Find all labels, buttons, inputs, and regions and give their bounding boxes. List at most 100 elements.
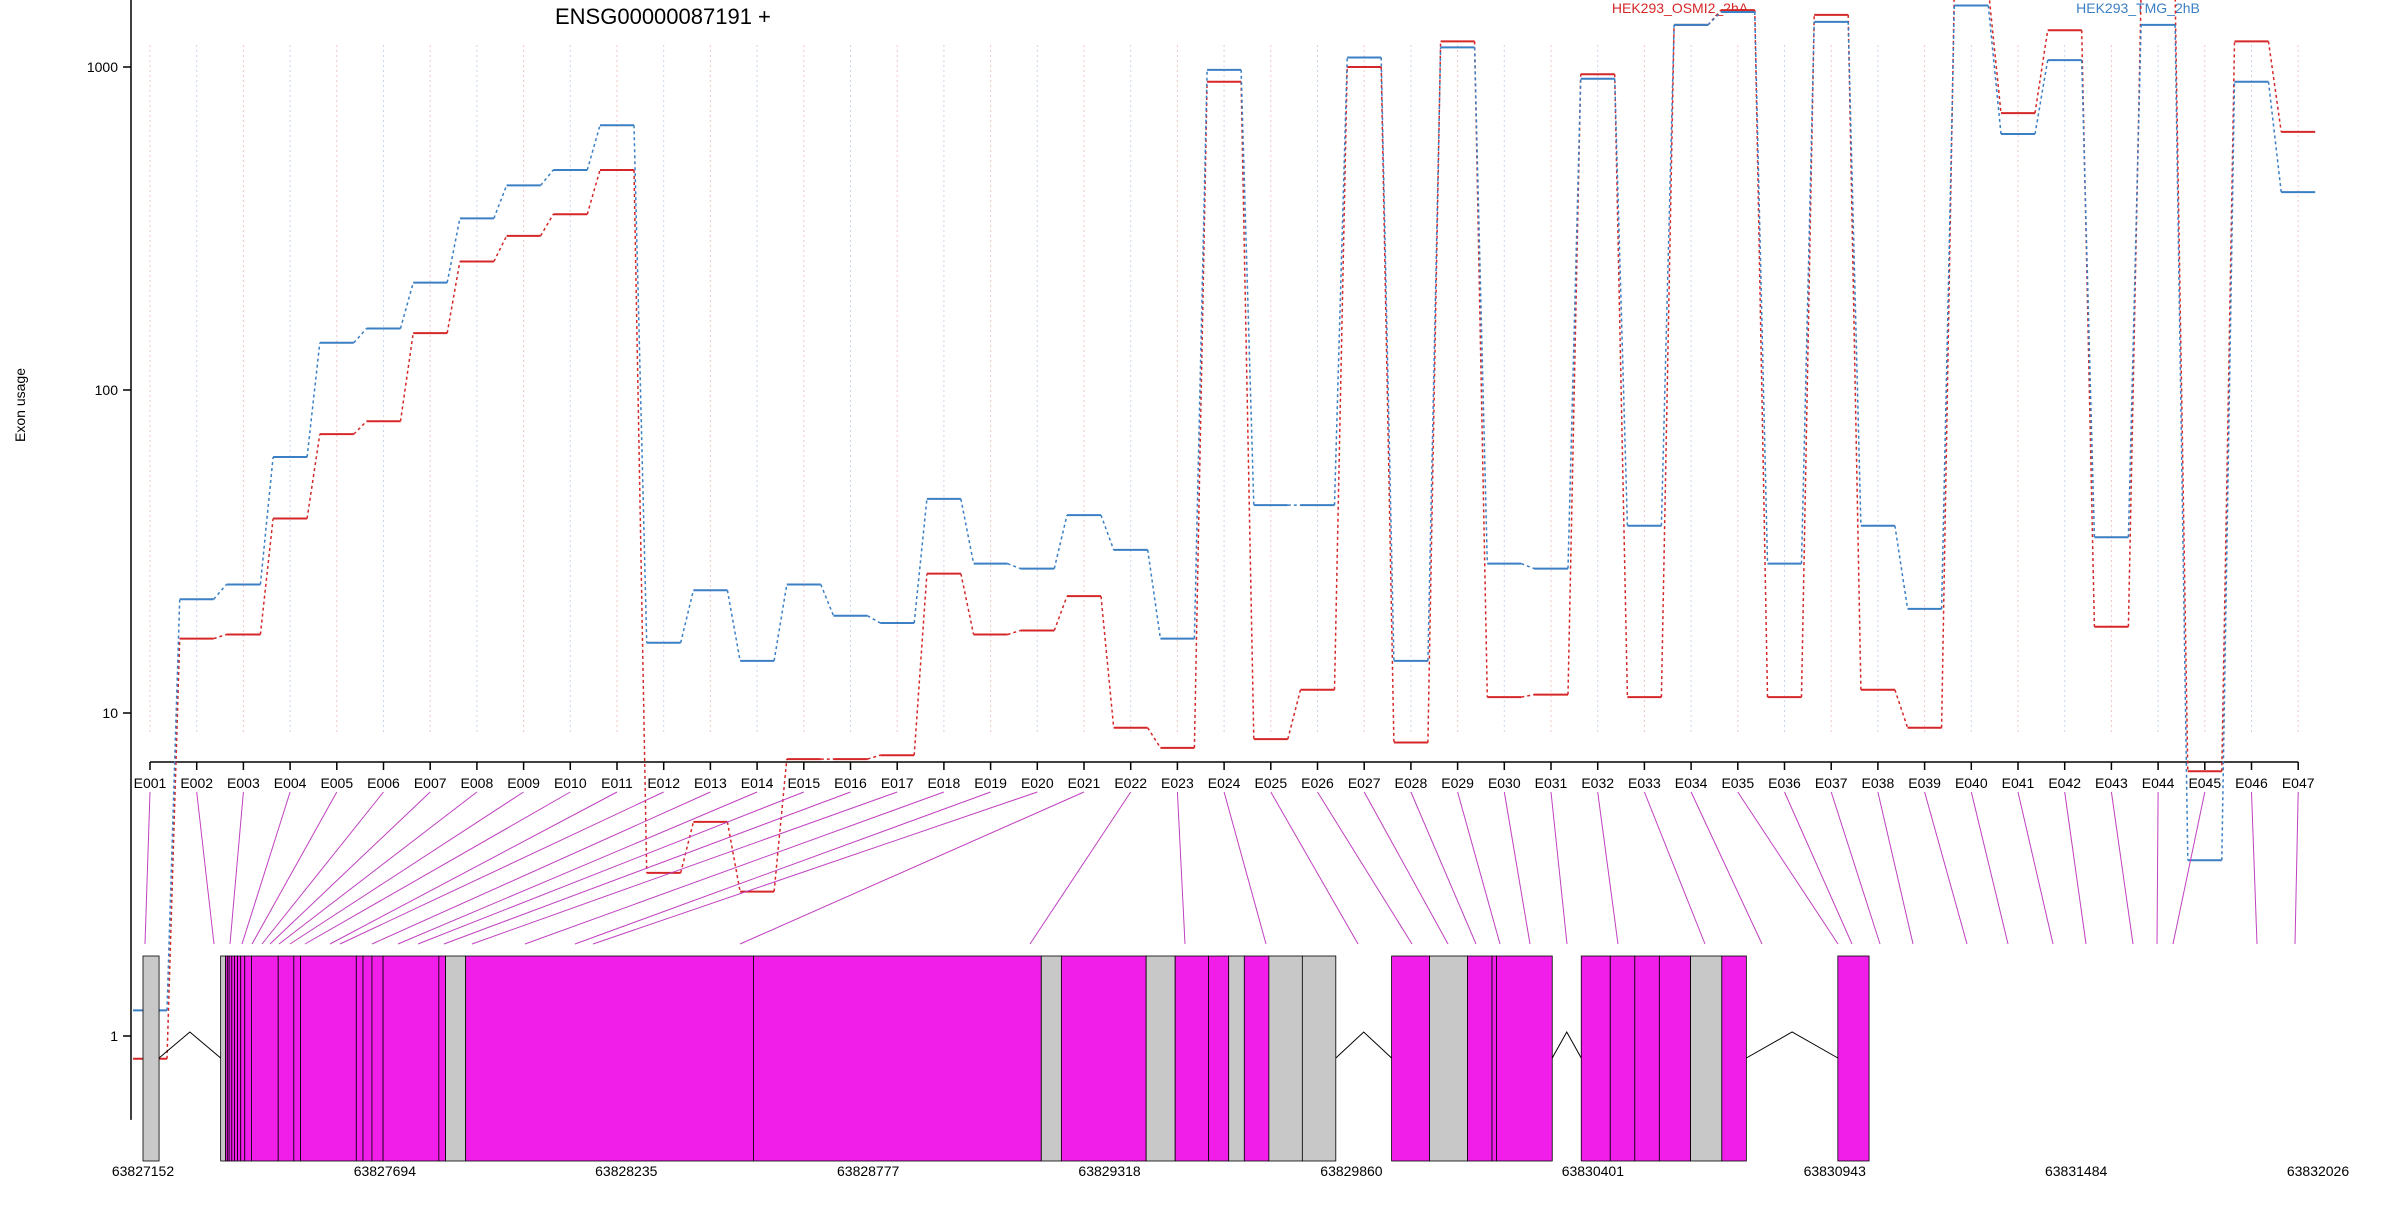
series-2-connector: [820, 584, 835, 617]
other-exon-block: [1228, 955, 1245, 1162]
x-tick-label: E021: [1068, 775, 1101, 791]
exon-link-line: [241, 791, 291, 945]
x-tick-label: E029: [1441, 775, 1474, 791]
exon-link-line: [1176, 791, 1186, 945]
x-tick-label: E009: [507, 775, 540, 791]
exon-link-line: [289, 791, 524, 945]
series-2-connector: [1987, 5, 2002, 135]
series-2-connector: [679, 590, 695, 643]
x-tick-label: E015: [787, 775, 820, 791]
series-2-connector: [306, 342, 321, 458]
tested-exon-block: [237, 955, 242, 1162]
series-2-connector: [2267, 81, 2282, 193]
series-2-connector: [1473, 47, 1489, 564]
series-2-connector: [633, 125, 648, 643]
series-lines: [133, 0, 2316, 1060]
series-1-connector: [1007, 629, 1021, 636]
other-exon-block: [142, 955, 160, 1162]
series-1-connector: [726, 821, 741, 892]
exon-link-line: [261, 791, 384, 945]
exon-link-line: [417, 791, 804, 945]
series-1-connector: [2221, 41, 2236, 772]
x-tick-label: E031: [1535, 775, 1568, 791]
x-tick-label: E014: [741, 775, 774, 791]
tested-exon-block: [244, 955, 252, 1162]
x-tick-label: E040: [1955, 775, 1988, 791]
exon-link-line: [329, 791, 618, 945]
series-1-connector: [1988, 0, 2002, 114]
exon-link-line: [1317, 791, 1413, 945]
exon-link-line: [2251, 791, 2258, 945]
genomic-coordinate-label: 63828235: [595, 1163, 658, 1179]
series-2-connector: [2034, 60, 2049, 135]
tested-exon-block: [438, 955, 446, 1162]
tested-exon-block: [1391, 955, 1430, 1162]
x-tick-label: E033: [1628, 775, 1661, 791]
x-tick-label: E006: [367, 775, 400, 791]
x-tick-label: E020: [1021, 775, 1054, 791]
x-tick-label: E012: [647, 775, 680, 791]
series-1-connector: [960, 573, 975, 635]
exon-link-line: [1550, 791, 1568, 945]
series-2-connector: [1053, 514, 1068, 569]
exon-link-line: [1503, 791, 1531, 945]
y-tick-label: 10: [102, 705, 118, 721]
exon-link-lines: [144, 791, 2299, 945]
series-1-connector: [493, 235, 508, 262]
tested-exon-block: [465, 955, 754, 1162]
x-tick-label: E023: [1161, 775, 1194, 791]
series-1-connector: [1100, 596, 1115, 728]
x-tick-label: E038: [1862, 775, 1895, 791]
x-tick-label: E028: [1395, 775, 1428, 791]
tested-exon-block: [382, 955, 440, 1162]
series-1-connector: [1847, 14, 1862, 690]
intron-line: [1335, 1031, 1392, 1059]
x-tick-label: E045: [2188, 775, 2221, 791]
series-2-connector: [446, 218, 461, 283]
other-exon-block: [1301, 955, 1337, 1162]
other-exon-block: [1145, 955, 1176, 1162]
x-tick-label: E017: [881, 775, 914, 791]
tested-exon-block: [228, 955, 233, 1162]
series-2-connector: [1894, 525, 1909, 610]
exon-link-line: [574, 791, 991, 945]
exon-link-line: [1270, 791, 1359, 945]
series-1-connector: [1894, 689, 1909, 729]
exon-link-line: [471, 791, 898, 945]
series-2-connector: [1333, 57, 1348, 506]
series-1-connector: [1427, 41, 1442, 743]
tested-exon-block: [355, 955, 364, 1162]
chart-title: ENSG00000087191 +: [555, 4, 771, 29]
exon-link-line: [229, 791, 244, 945]
tested-exon-block: [293, 955, 301, 1162]
x-tick-label: E024: [1208, 775, 1241, 791]
tested-exon-block: [1634, 955, 1660, 1162]
series-2-connector: [166, 599, 181, 1011]
x-tick-label: E043: [2095, 775, 2128, 791]
exon-link-line: [524, 791, 945, 945]
series-1-connector: [1660, 24, 1675, 698]
tested-exon-block: [1467, 955, 1493, 1162]
tested-exon-block: [1658, 955, 1691, 1162]
exon-link-line: [739, 791, 1085, 945]
legend-series-2: HEK293_TMG_2hB: [2076, 0, 2200, 16]
series-1-connector: [1567, 74, 1582, 695]
tested-exon-block: [234, 955, 239, 1162]
series-1-connector: [586, 169, 601, 215]
series-1-connector: [633, 169, 648, 873]
series-2-connector: [773, 584, 788, 662]
genomic-coordinate-label: 63830943: [1804, 1163, 1867, 1179]
exon-link-line: [1784, 791, 1853, 945]
y-axis-label: Exon usage: [12, 368, 28, 442]
exon-link-line: [304, 791, 571, 945]
series-1-connector: [2127, 0, 2142, 627]
tested-exon-block: [1060, 955, 1147, 1162]
series-2-connector: [1007, 562, 1021, 570]
x-tick-label: E041: [2002, 775, 2035, 791]
x-tick-label: E030: [1488, 775, 1521, 791]
exon-link-line: [196, 791, 215, 945]
series-1-connector: [1333, 66, 1348, 690]
series-2-connector: [2127, 24, 2142, 538]
x-tick-label: E032: [1581, 775, 1614, 791]
series-1: [133, 0, 2316, 1060]
